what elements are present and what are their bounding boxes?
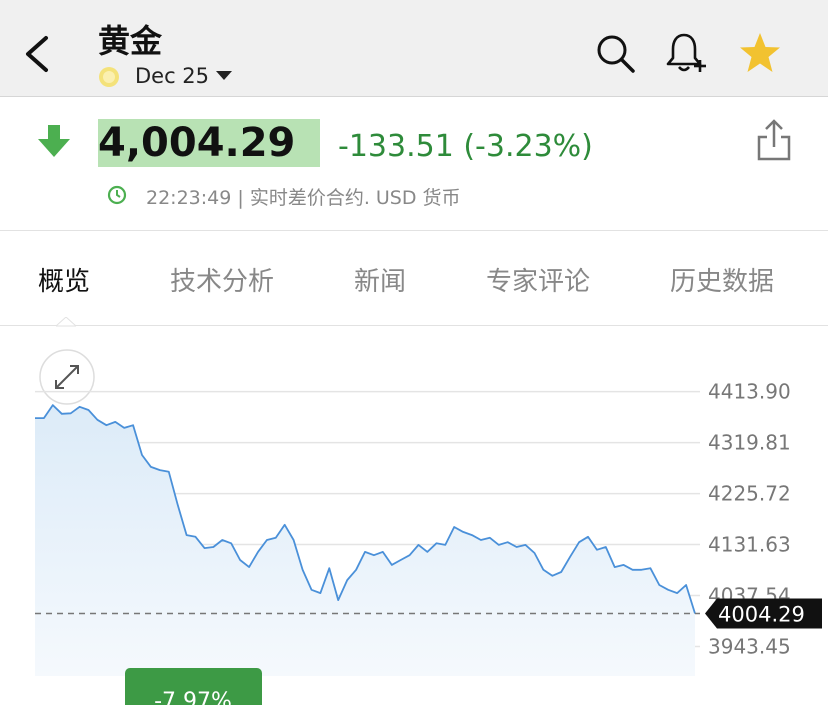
dropdown-arrow xyxy=(216,71,232,80)
alert-button[interactable] xyxy=(664,30,710,76)
y-tick-label: 4225.72 xyxy=(708,482,791,506)
down-arrow xyxy=(38,125,70,157)
search-button[interactable] xyxy=(594,32,636,74)
y-tick-label: 4319.81 xyxy=(708,431,791,455)
tab[interactable]: 技术分析 xyxy=(170,267,275,297)
tab[interactable]: 概览 xyxy=(38,267,91,297)
y-tick-label: 4131.63 xyxy=(708,533,791,557)
tab[interactable]: 新闻 xyxy=(354,267,407,297)
clock-icon xyxy=(107,185,127,205)
tab-bar: 概览 技术分析 新闻 专家评论 历史数据 xyxy=(0,231,828,327)
tab-indicator xyxy=(56,317,76,327)
gold-icon xyxy=(99,67,119,87)
change-badge-label: -7.97% xyxy=(154,689,232,705)
price-line xyxy=(35,404,696,614)
change-badge xyxy=(125,668,262,705)
expand-icon xyxy=(55,365,79,389)
price-change: -133.51 (-3.23%) xyxy=(338,129,593,164)
back-button[interactable] xyxy=(22,34,52,74)
quote-info: 22:23:49 | 实时差价合约. USD 货币 xyxy=(146,187,461,209)
area xyxy=(35,405,695,676)
contract-selector[interactable]: Dec 25 xyxy=(135,64,210,88)
y-tick-label: 3943.45 xyxy=(708,634,791,658)
price: 4,004.29 xyxy=(98,119,320,167)
quote: 4,004.29 -133.51 (-3.23%) 22:23:49 | 实时差… xyxy=(0,97,828,231)
last-price-label: 4004.29 xyxy=(718,603,805,627)
share-button[interactable] xyxy=(756,119,792,161)
title: 黄金 xyxy=(98,22,163,60)
chart: 4413.904319.814225.724131.634037.543943.… xyxy=(35,349,822,705)
y-tick-label: 4413.90 xyxy=(708,380,791,404)
tab[interactable]: 专家评论 xyxy=(486,267,591,297)
header: 黄金 Dec 25 xyxy=(0,0,828,97)
favorite-button[interactable] xyxy=(738,32,782,74)
last-price-tag xyxy=(705,598,822,629)
tab[interactable]: 历史数据 xyxy=(670,267,775,297)
